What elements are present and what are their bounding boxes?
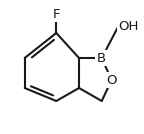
Text: F: F [53,8,60,21]
Text: O: O [106,74,117,87]
Text: OH: OH [119,20,139,33]
Text: B: B [97,51,106,64]
